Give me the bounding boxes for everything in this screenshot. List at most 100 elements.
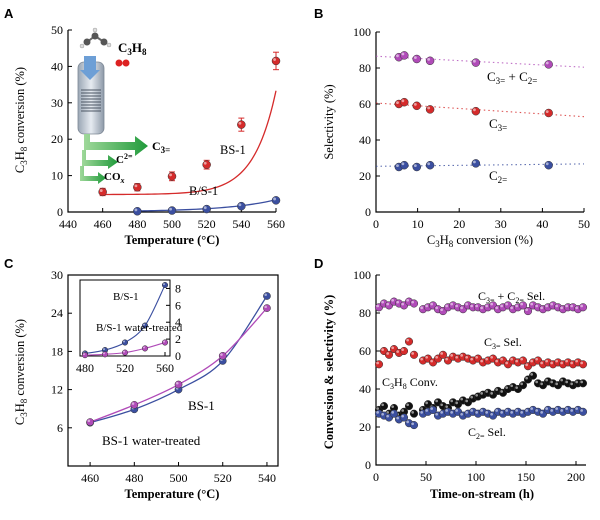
- x-tick-label: 0: [373, 217, 379, 231]
- data-point-highlight: [134, 208, 138, 212]
- data-point-highlight: [465, 399, 469, 403]
- data-point-highlight: [430, 359, 434, 363]
- trend-line: [375, 102, 585, 118]
- series-label-c2: C2=: [489, 168, 507, 185]
- data-point-highlight: [495, 306, 499, 310]
- data-point-highlight: [450, 411, 454, 414]
- data-point: [218, 352, 227, 360]
- data-point-highlight: [264, 293, 267, 297]
- data-point: [578, 303, 588, 312]
- data-point-highlight: [570, 382, 573, 386]
- data-point: [471, 58, 481, 67]
- data-point-highlight: [391, 411, 395, 414]
- data-point-highlight: [570, 409, 573, 412]
- data-point-highlight: [560, 409, 563, 412]
- data-point-highlight: [565, 359, 568, 363]
- data-point-highlight: [396, 164, 399, 168]
- data-point-highlight: [505, 302, 509, 306]
- data-point-highlight: [545, 378, 548, 382]
- data-point-highlight: [510, 357, 513, 361]
- panel-a-ticks: 440 460 480 500 520 540 560 0 10 20 30 40 50: [51, 23, 285, 231]
- data-point-highlight: [401, 409, 405, 412]
- data-point-highlight: [550, 409, 553, 412]
- y-tick-label: 100: [353, 268, 371, 282]
- data-point-highlight: [530, 407, 533, 410]
- data-point-highlight: [413, 103, 417, 106]
- y-tick-label: 0: [175, 349, 181, 363]
- x-tick-label: 480: [76, 361, 94, 375]
- inset-point-highlight: [123, 350, 125, 353]
- series-label-c3-plus-c2: C3= + C2=: [487, 69, 537, 86]
- data-point-highlight: [495, 359, 499, 363]
- y-tick-label: 10: [51, 169, 63, 183]
- series-label-c2-sel: C2= Sel.: [468, 425, 506, 441]
- inset-point: [121, 349, 129, 356]
- y-tick-label: 6: [57, 421, 63, 435]
- y-tick-label: 20: [359, 169, 371, 183]
- data-point-highlight: [220, 353, 223, 356]
- data-point-highlight: [455, 409, 459, 412]
- y-tick-label: 12: [51, 383, 63, 397]
- data-point-highlight: [535, 380, 538, 384]
- data-point-highlight: [555, 382, 558, 386]
- data-point-highlight: [376, 407, 380, 410]
- data-point-highlight: [545, 162, 549, 166]
- data-point-highlight: [490, 355, 494, 359]
- data-point-highlight: [420, 407, 424, 410]
- data-point-highlight: [430, 302, 434, 306]
- x-tick-label: 40: [536, 217, 548, 231]
- data-point: [409, 350, 419, 359]
- data-point-highlight: [169, 173, 173, 177]
- y-tick-label: 80: [359, 61, 371, 75]
- data-point-highlight: [485, 304, 489, 308]
- y-tick-label: 8: [175, 281, 181, 295]
- y-tick-label: 40: [51, 59, 63, 73]
- series-label-bs1-c: BS-1: [188, 398, 215, 413]
- panel-d-ticks: 0 50 100 150 200 0 20 40 60 80 100: [353, 268, 585, 484]
- x-tick-label: 560: [267, 217, 285, 231]
- data-point: [425, 105, 435, 114]
- data-point: [167, 172, 177, 181]
- oxygen-molecule-icon: [115, 59, 130, 67]
- data-point: [404, 402, 414, 411]
- x-tick-label: 440: [59, 217, 77, 231]
- inset-label-b-s1: B/S-1: [113, 291, 139, 303]
- data-point-highlight: [465, 411, 469, 414]
- data-point-highlight: [530, 359, 533, 363]
- panel-b-xlabel: C3H8 conversion (%): [427, 233, 533, 249]
- data-point-highlight: [440, 308, 444, 312]
- inlet-arrow: [80, 56, 100, 80]
- data-point-highlight: [420, 357, 424, 361]
- data-point-highlight: [425, 409, 429, 412]
- data-point: [471, 106, 481, 116]
- data-point-highlight: [169, 207, 173, 211]
- series-label-c3-c2-sel: C3= + C2= Sel.: [478, 289, 545, 305]
- data-point-highlight: [550, 302, 553, 306]
- data-point: [237, 201, 246, 211]
- data-point-highlight: [411, 352, 415, 355]
- data-point-highlight: [473, 160, 476, 164]
- y-tick-label: 4: [175, 315, 181, 329]
- data-point-highlight: [470, 304, 474, 308]
- data-point: [202, 204, 211, 214]
- data-point-highlight: [535, 409, 538, 412]
- panel-c-xlabel: Temperature (°C): [125, 487, 220, 501]
- panel-c-axes: [67, 274, 279, 467]
- data-point-highlight: [500, 390, 504, 393]
- reactor-illustration: C3H8 C3= C2= COx: [77, 27, 170, 185]
- inset-point-highlight: [103, 352, 105, 355]
- data-point-highlight: [575, 407, 578, 410]
- data-point-highlight: [505, 409, 509, 412]
- data-point-highlight: [525, 363, 528, 367]
- data-point-highlight: [430, 407, 434, 410]
- data-point-highlight: [427, 106, 431, 110]
- data-point-highlight: [525, 308, 528, 312]
- series-label-bs1-b: B/S-1: [189, 184, 218, 198]
- data-point-highlight: [450, 354, 454, 357]
- data-point-highlight: [465, 355, 469, 359]
- data-point-highlight: [575, 380, 578, 384]
- data-point-highlight: [520, 302, 523, 306]
- data-point: [578, 360, 588, 369]
